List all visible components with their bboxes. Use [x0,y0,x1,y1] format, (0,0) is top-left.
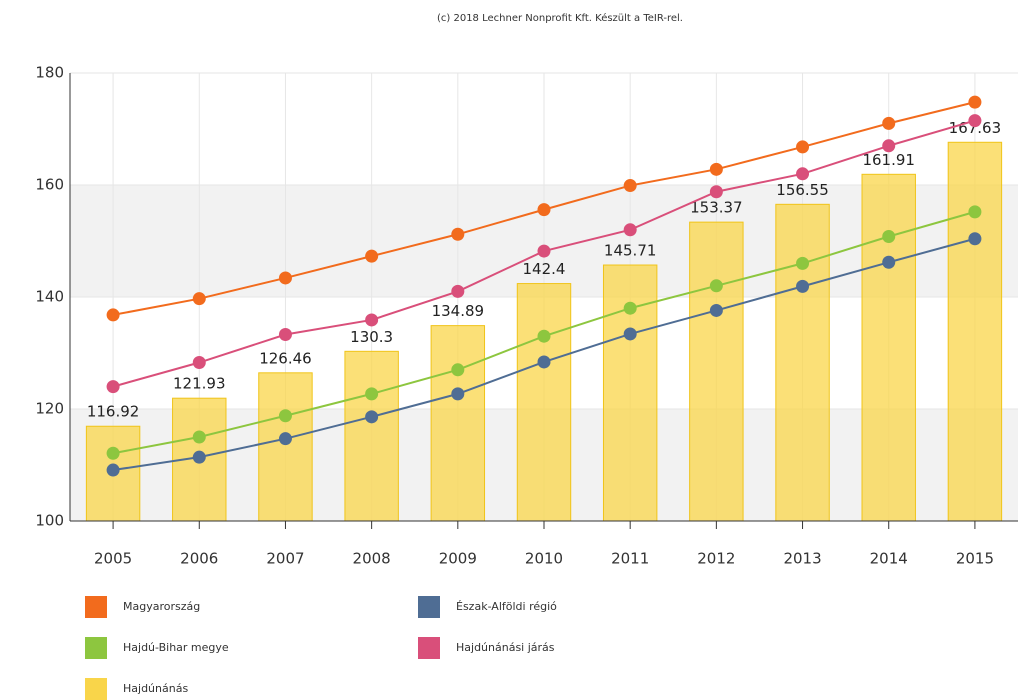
point [451,284,465,298]
point [623,223,637,237]
point [623,301,637,315]
point [882,139,896,153]
x-tick-label: 2006 [180,550,218,568]
y-tick-label: 180 [35,64,64,82]
bar [258,372,313,522]
bar-value-label: 142.4 [523,260,566,278]
bar [861,173,916,522]
y-tick-label: 100 [35,512,64,530]
legend-label: Magyarország [123,600,200,613]
y-tick-label: 160 [35,176,64,194]
x-tick-label: 2009 [439,550,477,568]
point [278,409,292,423]
bar-value-label: 130.3 [350,328,393,346]
point [278,328,292,342]
legend-swatch [85,678,107,700]
bar-value-label: 134.89 [432,302,485,320]
bar-value-label: 153.37 [690,199,743,217]
x-tick-label: 2015 [956,550,994,568]
point [278,432,292,446]
point [623,327,637,341]
bar-value-label: 121.93 [173,375,226,393]
point [365,410,379,424]
bar-value-label: 126.46 [259,349,312,367]
point [451,363,465,377]
point [106,446,120,460]
point [537,355,551,369]
point [968,205,982,219]
point [106,308,120,322]
point [365,313,379,327]
x-tick-label: 2011 [611,550,649,568]
legend-label: Hajdúnánási járás [456,641,555,654]
point [451,227,465,241]
chart-title: (c) 2018 Lechner Nonprofit Kft. Készült … [437,12,683,24]
point [882,230,896,244]
point [192,356,206,370]
x-tick-label: 2012 [697,550,735,568]
bar-value-label: 116.92 [87,403,140,421]
point [709,185,723,199]
point [968,232,982,246]
point [796,256,810,270]
x-tick-label: 2007 [266,550,304,568]
point [106,463,120,477]
bar [775,203,830,522]
legend-swatch [85,637,107,659]
bar-value-label: 156.55 [776,181,829,199]
x-tick-label: 2008 [353,550,391,568]
x-tick-label: 2013 [783,550,821,568]
point [106,380,120,394]
y-tick-label: 140 [35,288,64,306]
point [968,114,982,128]
point [968,95,982,109]
point [623,179,637,193]
point [192,292,206,306]
point [451,387,465,401]
x-tick-label: 2005 [94,550,132,568]
bar-value-label: 161.91 [862,151,915,169]
point [192,430,206,444]
point [796,140,810,154]
point [882,116,896,130]
point [537,244,551,258]
bar [430,325,486,522]
bar [516,283,572,522]
point [796,167,810,181]
point [796,279,810,293]
point [365,387,379,401]
legend-swatch [85,596,107,618]
legend-swatch [418,637,440,659]
point [537,203,551,217]
bar [344,350,399,522]
legend-swatch [418,596,440,618]
legend-label: Észak-Alföldi régió [456,600,557,613]
point [709,303,723,317]
x-tick-label: 2014 [870,550,908,568]
bar [947,141,1003,522]
legend-label: Hajdú-Bihar megye [123,641,229,654]
point [192,450,206,464]
point [882,255,896,269]
point [537,329,551,343]
legend-label: Hajdúnánás [123,682,188,695]
bar-value-label: 145.71 [604,242,657,260]
bar [689,221,744,522]
point [365,249,379,263]
point [278,271,292,285]
point [709,162,723,176]
x-tick-label: 2010 [525,550,563,568]
y-tick-label: 120 [35,400,64,418]
bar-value-label: 167.63 [949,119,1002,137]
point [709,279,723,293]
